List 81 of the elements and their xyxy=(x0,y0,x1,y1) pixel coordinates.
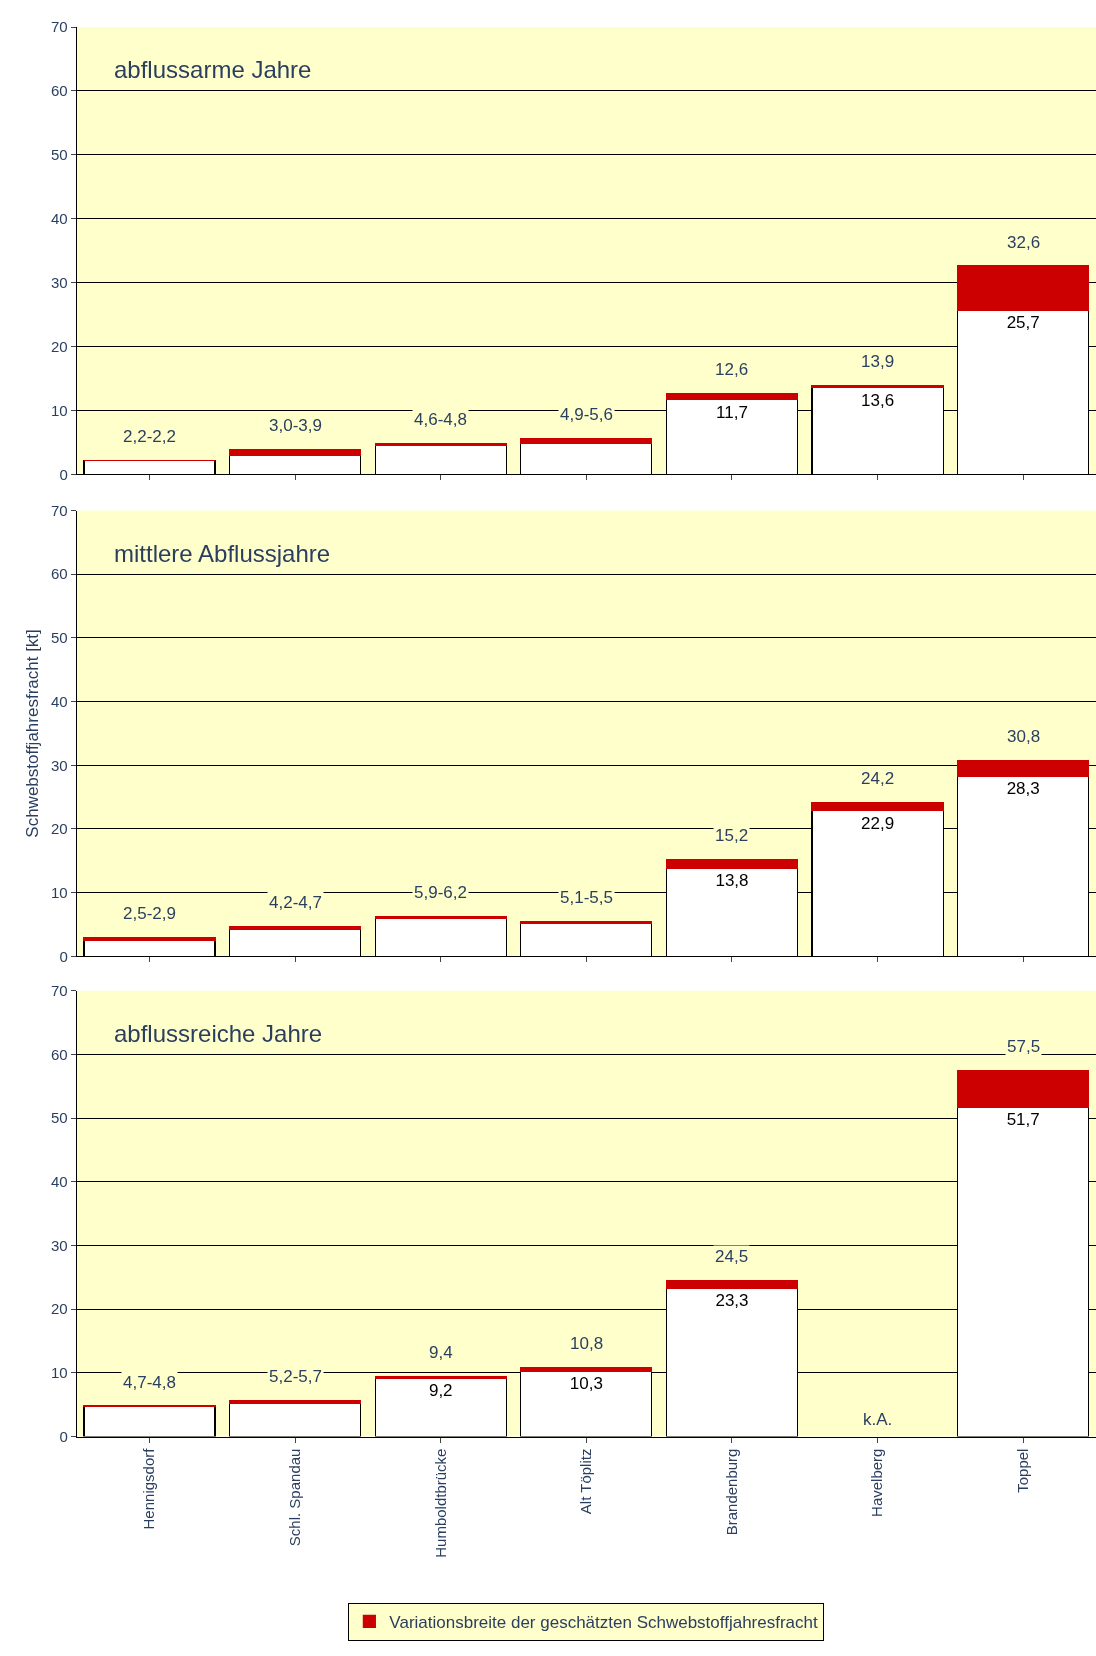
x-tick-label: Humboldtbrücke xyxy=(431,1448,449,1558)
y-tick-label: 40 xyxy=(51,210,68,228)
data-label: 28,3 xyxy=(1006,779,1040,799)
y-tick-label: 10 xyxy=(51,1364,68,1382)
bar xyxy=(229,1399,362,1405)
y-tick-label: 30 xyxy=(51,756,68,774)
y-tick-label: 40 xyxy=(51,692,68,710)
bar xyxy=(957,265,1090,311)
annotation: k.A. xyxy=(863,1410,893,1429)
data-label: 13,6 xyxy=(861,390,895,410)
data-label: 11,7 xyxy=(716,402,748,422)
y-tick-label: 70 xyxy=(51,18,68,36)
total-label: 57,5 xyxy=(1007,1037,1041,1056)
total-label: 32,6 xyxy=(1007,233,1041,252)
y-tick-label: 70 xyxy=(51,982,68,1000)
data-label: 23,3 xyxy=(715,1291,749,1311)
total-label: 15,2 xyxy=(715,826,749,845)
total-label: 2,2-2,2 xyxy=(123,427,176,446)
y-tick-label: 20 xyxy=(51,820,68,838)
x-tick-label: Havelberg xyxy=(868,1448,886,1517)
y-tick-label: 0 xyxy=(59,1427,68,1445)
total-label: 2,5-2,9 xyxy=(123,904,176,923)
text: abflussarme Jahre xyxy=(114,56,312,83)
data-label: 13,8 xyxy=(715,871,749,891)
y-tick-label: 30 xyxy=(51,273,68,291)
total-label: 24,5 xyxy=(715,1247,749,1266)
total-label: 4,2-4,7 xyxy=(269,893,322,912)
y-tick-label: 30 xyxy=(51,1236,68,1254)
total-label: 5,1-5,5 xyxy=(560,888,613,907)
x-tick-label: Hennigsdorf xyxy=(140,1447,158,1530)
text: mittlere Abflussjahre xyxy=(114,540,331,567)
total-label: 4,9-5,6 xyxy=(560,405,613,424)
total-label: 4,7-4,8 xyxy=(123,1373,176,1392)
y-tick-label: 10 xyxy=(51,883,68,901)
y-tick-label: 20 xyxy=(51,1300,68,1318)
bar xyxy=(520,920,653,925)
total-label: 3,0-3,9 xyxy=(269,416,322,435)
bar xyxy=(229,448,362,456)
y-tick-label: 50 xyxy=(51,146,68,164)
x-tick-label: Brandenburg xyxy=(722,1448,740,1536)
total-label: 10,8 xyxy=(570,1334,604,1353)
y-tick-label: 60 xyxy=(51,1045,68,1063)
y-axis-title: Schwebstoffjahresfracht [kt] xyxy=(22,629,42,838)
y-tick-label: 50 xyxy=(51,1109,68,1127)
data-label: 10,3 xyxy=(569,1373,603,1393)
bar xyxy=(665,393,799,401)
y-tick-label: 60 xyxy=(51,565,68,583)
y-tick-label: 0 xyxy=(59,465,68,483)
y-tick-label: 10 xyxy=(51,401,68,419)
bar xyxy=(229,925,362,931)
y-tick-label: 0 xyxy=(59,947,68,965)
x-tick-label: Toppel xyxy=(1014,1448,1032,1493)
y-tick-label: 60 xyxy=(51,82,68,100)
bar xyxy=(957,759,1090,777)
total-label: 9,4 xyxy=(429,1343,453,1362)
x-tick-label: Alt Töplitz xyxy=(577,1448,595,1515)
total-label: 12,6 xyxy=(715,360,749,379)
total-label: 24,2 xyxy=(861,769,895,788)
y-tick-label: 70 xyxy=(51,501,68,519)
data-label: 25,7 xyxy=(1006,313,1040,333)
bar xyxy=(83,937,216,942)
total-label: 13,9 xyxy=(861,352,895,371)
y-tick-label: 50 xyxy=(51,629,68,647)
total-label: 5,9-6,2 xyxy=(414,883,467,902)
y-tick-label: 20 xyxy=(51,337,68,355)
data-label: 51,7 xyxy=(1006,1110,1040,1130)
total-label: 4,6-4,8 xyxy=(414,410,467,429)
bar xyxy=(665,1279,799,1289)
x-tick-label: Schl. Spandau xyxy=(286,1448,304,1547)
bar xyxy=(520,438,653,444)
legend-label: Variationsbreite der geschätzten Schwebstoffjahresfracht xyxy=(389,1612,819,1632)
text: abflussreiche Jahre xyxy=(114,1020,323,1047)
bar xyxy=(665,858,799,870)
bar xyxy=(811,801,944,812)
total-label: 30,8 xyxy=(1007,727,1041,746)
y-tick-label: 40 xyxy=(51,1173,68,1191)
data-label: 9,2 xyxy=(428,1380,453,1400)
total-label: 5,2-5,7 xyxy=(269,1367,322,1386)
bar xyxy=(520,1367,653,1372)
bar xyxy=(957,1069,1090,1108)
data-label: 22,9 xyxy=(861,813,895,833)
